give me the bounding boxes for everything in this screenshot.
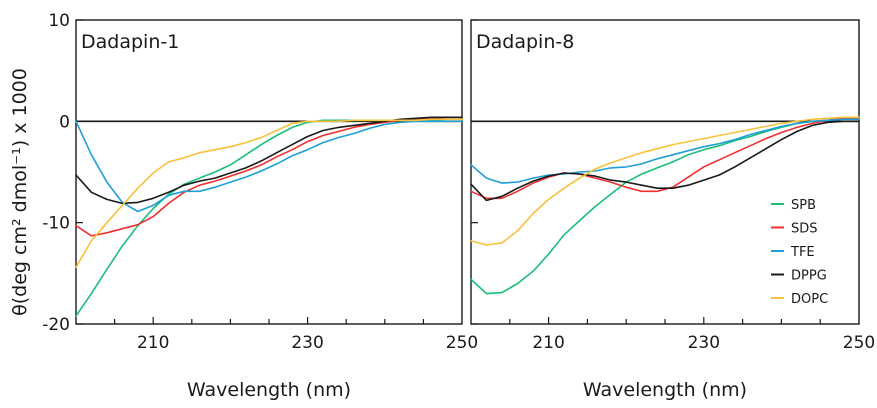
x-axis-title: Wavelength (nm) — [583, 379, 747, 401]
panel-title: Dadapin-1 — [81, 31, 179, 53]
x-tick-label: 230 — [688, 333, 720, 353]
series-line-tfe — [75, 120, 463, 213]
x-tick-label: 210 — [137, 333, 169, 353]
y-tick-label: -20 — [42, 315, 70, 335]
series-line-tfe — [470, 118, 860, 184]
series-line-dopc — [75, 118, 463, 269]
series-line-spb — [75, 118, 463, 317]
panel-title: Dadapin-8 — [476, 31, 574, 53]
series-line-sds — [75, 116, 463, 237]
y-tick-label: 0 — [59, 112, 70, 132]
legend-label-spb: SPB — [791, 198, 816, 213]
legend-label-dopc: DOPC — [791, 292, 828, 307]
series-line-sds — [470, 117, 860, 200]
x-tick-label: 250 — [446, 333, 478, 353]
x-axis-title: Wavelength (nm) — [187, 379, 351, 401]
panel-dadapin-1: 210 230 250 10 0 -10 -20 Wavelength (nm) Dadapin… — [42, 11, 478, 401]
panel-dadapin-8: 210 230 250 Wavelength (nm) Dadapin-8 — [470, 19, 875, 401]
y-tick-label: -10 — [42, 214, 70, 234]
y-tick-label: 10 — [48, 11, 70, 31]
series-line-dopc — [470, 116, 860, 246]
legend-label-dppg: DPPG — [791, 269, 827, 284]
legend: SPB SDS TFE DPPG DOPC — [771, 198, 828, 307]
y-axis-title: θ(deg cm² dmol⁻¹) x 1000 — [9, 68, 31, 316]
plot-frame — [75, 19, 463, 325]
x-tick-label: 230 — [291, 333, 323, 353]
x-tick-label: 250 — [843, 333, 875, 353]
x-tick-label: 210 — [532, 333, 564, 353]
series-line-dppg — [470, 120, 860, 202]
legend-label-sds: SDS — [791, 222, 818, 237]
legend-label-tfe: TFE — [790, 245, 815, 260]
